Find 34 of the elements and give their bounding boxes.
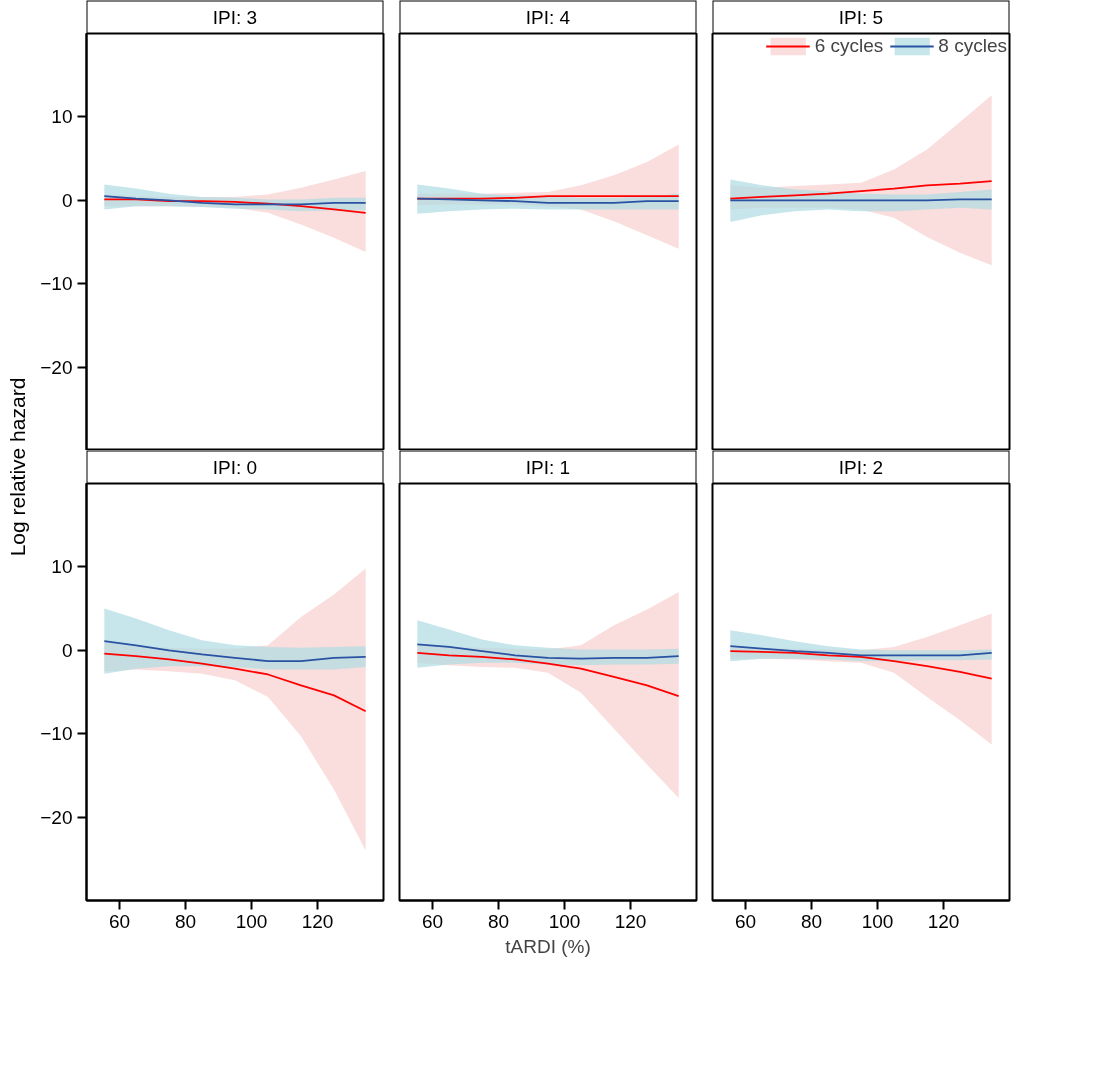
y-tick-label: −20 [40,356,73,378]
x-tick-label: 80 [174,910,197,932]
y-tick-label: 10 [51,556,73,578]
x-axis-title: tARDI (%) [505,935,591,957]
chart-title: IPI: 3 [212,6,258,28]
x-tick-label: 100 [861,910,894,932]
chart-title: IPI: 1 [525,456,571,478]
x-tick-label: 100 [235,910,268,932]
y-tick-label: −10 [40,723,73,745]
x-tick-label: 100 [548,910,581,932]
y-tick-label: −10 [40,273,73,295]
chart-title: IPI: 2 [838,456,884,478]
x-tick-label: 120 [614,910,647,932]
x-tick-label: 60 [734,910,757,932]
line-series [103,195,367,206]
y-tick-label: 0 [61,189,73,211]
x-tick-label: 60 [421,910,444,932]
chart-title: IPI: 0 [212,456,258,478]
y-axis-title: Log relative hazard [6,377,29,557]
y-tick-label: 10 [51,106,73,128]
x-tick-label: 60 [108,910,131,932]
legend-label: 8 cycles [938,35,1007,57]
line-series [103,198,367,214]
line-series [103,652,367,713]
legend-label: 6 cycles [814,35,884,57]
chart-title: IPI: 5 [838,6,884,28]
x-tick-label: 120 [301,910,334,932]
x-tick-label: 80 [800,910,823,932]
y-tick-label: 0 [61,639,73,661]
x-tick-label: 120 [927,910,960,932]
y-tick-label: −20 [40,806,73,828]
x-tick-label: 80 [487,910,510,932]
line-series [103,640,367,663]
chart-title: IPI: 4 [525,6,571,28]
